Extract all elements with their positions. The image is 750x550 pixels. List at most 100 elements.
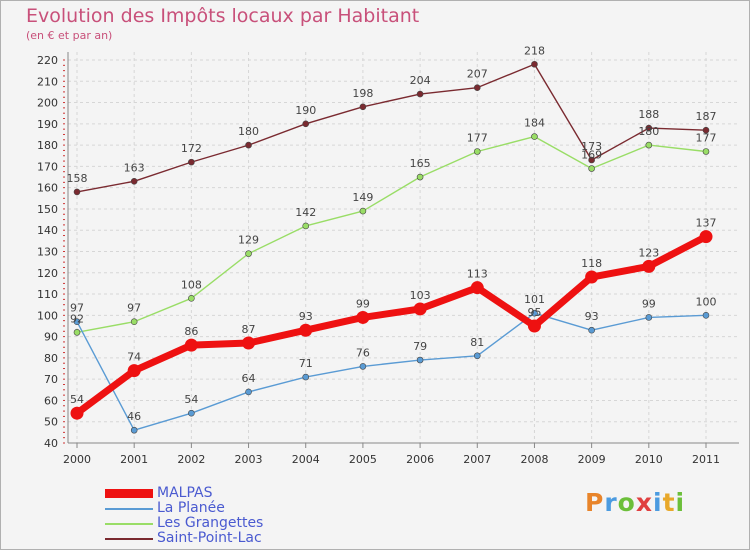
- data-point: [531, 60, 538, 68]
- data-label: 95: [527, 306, 541, 319]
- y-tick-label: 140: [37, 224, 58, 237]
- data-label: 46: [127, 410, 141, 423]
- data-point: [473, 84, 481, 91]
- data-label: 173: [581, 140, 602, 153]
- data-label: 172: [181, 142, 202, 155]
- data-label: 169: [581, 149, 602, 162]
- legend-item-saint-point-lac: Saint-Point-Lac: [105, 531, 263, 546]
- data-label: 100: [696, 295, 717, 308]
- data-point: [588, 156, 595, 164]
- data-point: [642, 259, 656, 273]
- proxiti-logo: Proxiti: [585, 488, 685, 517]
- data-point: [245, 141, 252, 149]
- y-tick-label: 160: [37, 182, 58, 195]
- y-tick-label: 50: [44, 416, 58, 429]
- data-label: 180: [638, 125, 659, 138]
- logo-letter: t: [662, 488, 676, 517]
- plot-area: [68, 52, 739, 443]
- data-point: [188, 158, 195, 166]
- data-label: 93: [299, 310, 313, 323]
- y-tick-label: 170: [37, 160, 58, 173]
- data-label: 218: [524, 44, 545, 57]
- data-label: 188: [638, 108, 659, 121]
- data-label: 76: [356, 346, 370, 359]
- data-label: 101: [524, 293, 545, 306]
- legend-label: Les Grangettes: [157, 515, 264, 531]
- data-point: [645, 124, 653, 132]
- y-tick-label: 150: [37, 203, 58, 216]
- y-tick-label: 210: [37, 75, 58, 88]
- data-label: 103: [410, 289, 431, 302]
- data-label: 74: [127, 351, 141, 364]
- legend-item-malpas: MALPAS: [105, 486, 263, 501]
- x-tick-label: 2006: [406, 453, 434, 466]
- data-point: [413, 302, 427, 316]
- x-tick-label: 2010: [635, 453, 663, 466]
- series-line: [76, 312, 707, 431]
- logo-letter: o: [617, 488, 636, 517]
- logo-letter: i: [675, 488, 686, 517]
- y-tick-label: 90: [44, 331, 58, 344]
- y-tick-label: 120: [37, 267, 58, 280]
- data-point: [527, 319, 541, 333]
- data-point: [302, 373, 310, 381]
- x-tick-label: 2002: [177, 453, 205, 466]
- data-point: [302, 120, 310, 128]
- y-tick-label: 200: [37, 97, 58, 110]
- data-label: 54: [70, 393, 84, 406]
- data-point: [356, 310, 370, 324]
- logo-letter: r: [604, 488, 618, 517]
- legend-swatch-malpas: [105, 489, 153, 498]
- data-point: [585, 270, 599, 284]
- data-label: 123: [638, 246, 659, 259]
- data-label: 149: [352, 191, 373, 204]
- data-label: 113: [467, 268, 488, 281]
- data-point: [473, 352, 481, 360]
- data-point: [416, 173, 424, 181]
- data-point: [188, 295, 195, 302]
- x-tick-label: 2009: [578, 453, 606, 466]
- data-label: 97: [127, 302, 141, 315]
- data-label: 86: [184, 325, 198, 338]
- data-label: 180: [238, 125, 259, 138]
- data-point: [470, 281, 484, 295]
- data-label: 177: [696, 131, 717, 144]
- data-label: 99: [356, 297, 370, 310]
- data-point: [245, 388, 252, 396]
- data-label: 79: [413, 340, 427, 353]
- data-point: [645, 314, 653, 321]
- logo-letter: i: [653, 488, 663, 517]
- legend-item-la-planee: La Planée: [105, 501, 263, 516]
- data-label: 184: [524, 117, 545, 130]
- data-label: 92: [70, 312, 84, 325]
- data-point: [130, 426, 138, 434]
- legend: MALPAS La Planée Les Grangettes Saint-Po…: [105, 486, 263, 546]
- data-point: [645, 141, 653, 149]
- data-label: 64: [242, 372, 256, 385]
- data-label: 97: [70, 302, 84, 315]
- logo-letter: P: [585, 488, 605, 517]
- data-label: 129: [238, 234, 259, 247]
- legend-label: MALPAS: [157, 485, 213, 501]
- data-label: 190: [295, 104, 316, 117]
- data-point: [359, 363, 367, 370]
- data-point: [588, 326, 595, 334]
- y-tick-label: 110: [37, 288, 58, 301]
- data-label: 99: [642, 297, 656, 310]
- logo-letter: x: [635, 488, 653, 517]
- data-point: [127, 364, 141, 378]
- data-point: [702, 126, 710, 134]
- data-label: 81: [470, 336, 484, 349]
- y-tick-label: 130: [37, 246, 58, 259]
- x-tick-label: 2004: [292, 453, 320, 466]
- x-tick-label: 2003: [235, 453, 263, 466]
- series-line: [73, 233, 710, 417]
- y-tick-label: 190: [37, 118, 58, 131]
- data-label: 187: [696, 110, 717, 123]
- data-point: [73, 329, 81, 336]
- data-label: 93: [585, 310, 599, 323]
- legend-swatch-la-planee: [105, 507, 153, 510]
- x-tick-label: 2001: [120, 453, 148, 466]
- chart-subtitle: (en € et par an): [26, 29, 113, 42]
